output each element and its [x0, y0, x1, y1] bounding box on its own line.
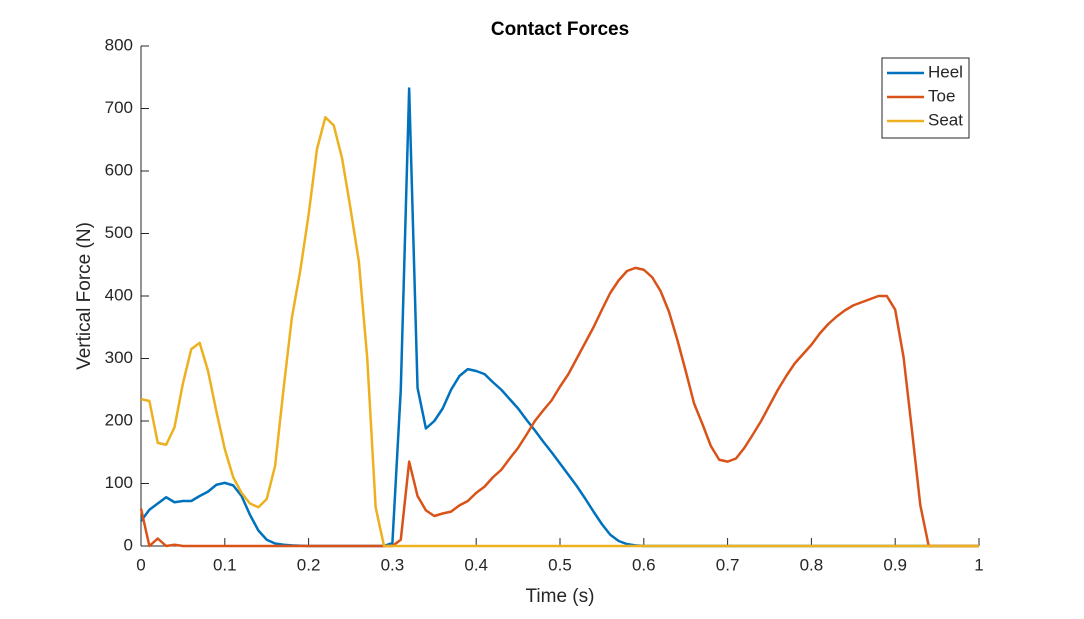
y-tick-label: 600	[105, 160, 133, 179]
x-tick-label: 0.7	[716, 555, 740, 574]
series-line	[139, 266, 979, 548]
y-tick-label: 0	[124, 535, 133, 554]
x-tick-label: 0.9	[883, 555, 907, 574]
y-tick-label: 200	[105, 410, 133, 429]
y-tick-label: 100	[105, 473, 133, 492]
y-tick-label: 700	[105, 98, 133, 117]
x-tick-label: 0.3	[381, 555, 405, 574]
y-tick-label: 800	[105, 35, 133, 54]
chart-title: Contact Forces	[491, 19, 629, 40]
y-tick-label: 400	[105, 285, 133, 304]
x-tick-label: 0.4	[464, 555, 488, 574]
y-tick-label: 300	[105, 348, 133, 367]
x-tick-label: 0	[136, 555, 145, 574]
x-tick-label: 1	[974, 555, 983, 574]
legend-label: Heel	[928, 62, 963, 81]
legend-label: Seat	[928, 110, 963, 129]
x-tick-label: 0.5	[548, 555, 572, 574]
x-tick-label: 0.6	[632, 555, 656, 574]
series-line	[139, 87, 979, 548]
legend-label: Toe	[928, 86, 955, 105]
y-tick-label: 500	[105, 223, 133, 242]
x-tick-label: 0.1	[213, 555, 237, 574]
series-line	[140, 116, 979, 548]
x-axis-label: Time (s)	[526, 586, 595, 607]
x-tick-label: 0.2	[297, 555, 321, 574]
y-axis-label: Vertical Force (N)	[74, 222, 95, 370]
x-tick-label: 0.8	[800, 555, 824, 574]
